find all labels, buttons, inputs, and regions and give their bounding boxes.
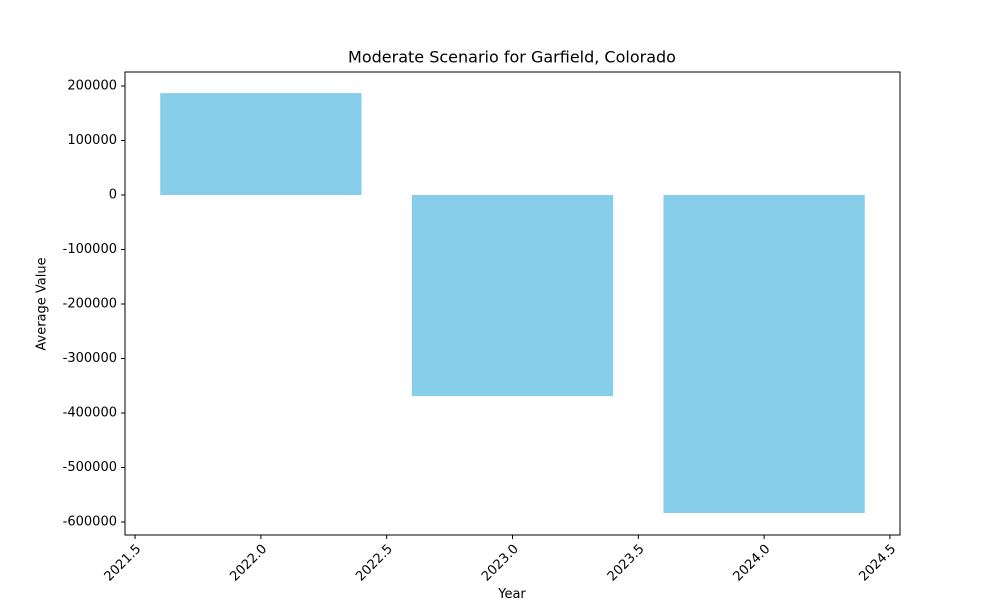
x-tick-label: 2024.0 xyxy=(731,542,774,585)
x-tick-label: 2021.5 xyxy=(102,542,145,585)
x-tick-label: 2022.5 xyxy=(353,542,396,585)
x-tick-label: 2023.5 xyxy=(605,542,648,585)
y-tick-label: 100000 xyxy=(67,133,117,148)
chart-title: Moderate Scenario for Garfield, Colorado xyxy=(348,48,676,67)
y-tick-label: -300000 xyxy=(63,351,117,366)
x-axis-label: Year xyxy=(497,587,526,600)
y-tick-label: -500000 xyxy=(63,460,117,475)
bar xyxy=(663,194,865,513)
bar xyxy=(160,93,362,195)
y-tick-label: 200000 xyxy=(67,79,117,94)
x-tick-label: 2024.5 xyxy=(856,542,899,585)
y-tick-label: -200000 xyxy=(63,296,117,311)
x-tick-label: 2023.0 xyxy=(479,542,522,585)
y-tick-label: -400000 xyxy=(63,405,117,420)
x-tick-label: 2022.0 xyxy=(227,542,270,585)
y-tick-label: 0 xyxy=(109,187,117,202)
y-tick-label: -100000 xyxy=(63,242,117,257)
y-axis-label: Average Value xyxy=(35,257,50,350)
bar xyxy=(411,194,614,397)
y-tick-label: -600000 xyxy=(63,514,117,529)
